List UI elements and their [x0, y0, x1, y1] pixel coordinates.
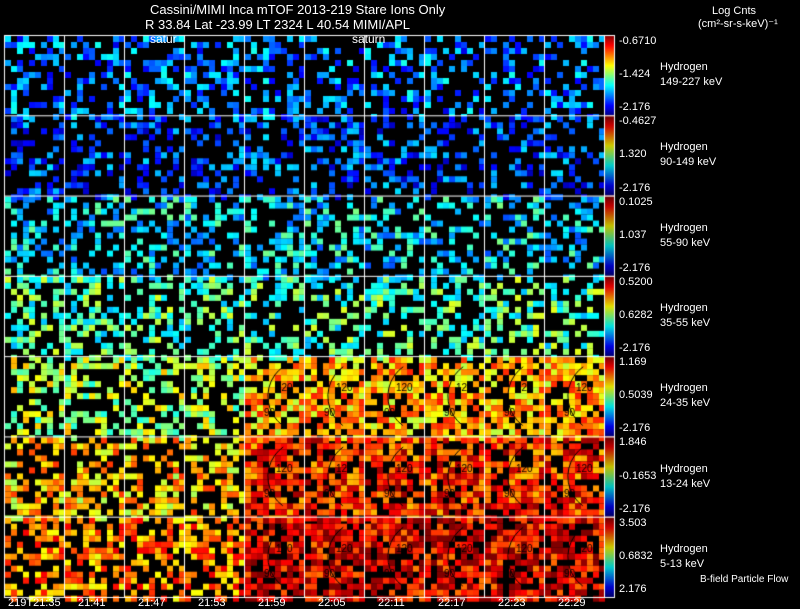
bfield-flow-label: B-field Particle Flow	[700, 574, 789, 585]
x-tick-label: 22:11	[378, 597, 405, 609]
colorbar-mid-label: 1.037	[619, 229, 647, 241]
colorbar-mid-label: 0.6832	[619, 550, 653, 562]
colorbar-max-label: 0.5200	[619, 276, 653, 288]
row-energy-label: 90-149 keV	[660, 156, 717, 168]
row-energy-label: 55-90 keV	[660, 237, 711, 249]
colorbar-max-label: -0.4627	[619, 115, 657, 127]
row-species-label: Hydrogen	[660, 141, 708, 153]
colorbar-max-label: 0.1025	[619, 196, 653, 208]
x-tick-label: 21:41	[78, 597, 106, 609]
colorbar-mid-label: -1.424	[619, 68, 651, 80]
row-energy-label: 5-13 keV	[660, 558, 705, 570]
row-species-label: Hydrogen	[660, 463, 708, 475]
colorbar-mid-label: 1.320	[619, 148, 647, 160]
x-tick-label: 22:05	[318, 597, 346, 609]
colorbar-mid-label: 0.5039	[619, 389, 653, 401]
x-tick-label: 219T21:35	[8, 597, 61, 609]
row-energy-label: 24-35 keV	[660, 397, 711, 409]
colorbar-min-label: -2.176	[619, 503, 651, 515]
row-species-label: Hydrogen	[660, 302, 708, 314]
row-energy-label: 13-24 keV	[660, 478, 711, 490]
chart-subtitle: R 33.84 Lat -23.99 LT 2324 L 40.54 MIMI/…	[145, 17, 410, 32]
saturn-label: satur	[150, 32, 177, 46]
x-tick-label: 21:59	[258, 597, 286, 609]
x-tick-label: 22:29	[558, 597, 586, 609]
colorbar-min-label: 2.176	[619, 583, 647, 595]
colorbar-min-label: -2.176	[619, 342, 651, 354]
x-tick-label: 21:47	[138, 597, 166, 609]
colorbar-mid-label: 0.6282	[619, 309, 653, 321]
colorbar-mid-label: -0.1653	[619, 470, 657, 482]
row-species-label: Hydrogen	[660, 543, 708, 555]
colorbar-min-label: -2.176	[619, 101, 651, 113]
row-species-label: Hydrogen	[660, 222, 708, 234]
colorbar-max-label: 1.846	[619, 436, 647, 448]
row-species-label: Hydrogen	[660, 382, 708, 394]
row-species-label: Hydrogen	[660, 61, 708, 73]
x-tick-label: 21:53	[198, 597, 226, 609]
colorbar-max-label: 1.169	[619, 356, 647, 368]
row-energy-label: 149-227 keV	[660, 76, 723, 88]
colorbar-min-label: -2.176	[619, 182, 651, 194]
x-tick-label: 22:23	[498, 597, 526, 609]
chart-title: Cassini/MIMI Inca mTOF 2013-219 Stare Io…	[150, 2, 446, 17]
colorbar-min-label: -2.176	[619, 262, 651, 274]
row-energy-label: 35-55 keV	[660, 317, 711, 329]
saturn-label: saturn	[352, 32, 386, 46]
colorbar-min-label: -2.176	[619, 422, 651, 434]
x-tick-label: 22:17	[438, 597, 466, 609]
colorbar-max-label: -0.6710	[619, 35, 657, 47]
colorbar-max-label: 3.503	[619, 517, 647, 529]
units-label: Log Cnts	[712, 5, 757, 17]
units-label: (cm²-sr-s-keV)⁻¹	[698, 18, 778, 30]
